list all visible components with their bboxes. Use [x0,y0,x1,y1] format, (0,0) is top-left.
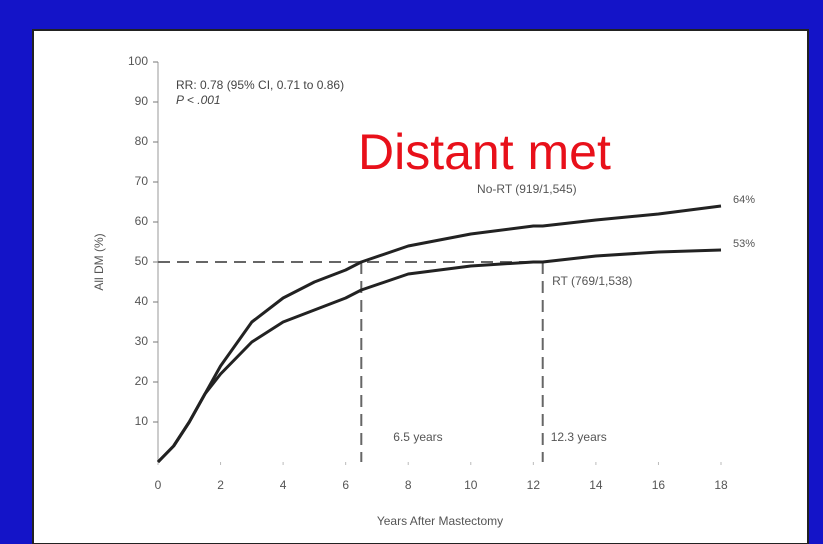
y-tick-label: 90 [135,94,149,108]
x-tick-label: 14 [589,478,603,492]
x-tick-label: 8 [405,478,412,492]
x-tick-label: 18 [714,478,728,492]
slide-annotation: Distant met [358,124,611,180]
y-axis-label: All DM (%) [92,233,106,290]
chart-panel [32,29,809,544]
x-tick-label: 6 [342,478,349,492]
y-tick-label: 70 [135,174,149,188]
x-tick-label: 4 [280,478,287,492]
x-tick-label: 10 [464,478,478,492]
y-tick-label: 100 [128,54,148,68]
series-label: No-RT (919/1,545) [477,182,577,196]
data-line [156,248,722,464]
x-tick-label: 12 [527,478,541,492]
x-tick-label: 0 [155,478,162,492]
value-label: 53% [733,238,755,250]
x-axis-label: Years After Mastectomy [377,514,503,528]
reference-label: 6.5 years [393,430,442,444]
y-tick-label: 60 [135,214,149,228]
stats-text: P < .001 [176,93,221,107]
y-tick-label: 30 [135,334,149,348]
value-label: 64% [733,194,755,206]
x-tick-label: 2 [217,478,224,492]
y-tick-label: 80 [135,134,149,148]
y-tick-label: 50 [135,254,149,268]
y-tick-label: 10 [135,414,149,428]
stats-text: RR: 0.78 (95% CI, 0.71 to 0.86) [176,78,344,92]
y-tick-label: 40 [135,294,149,308]
series-label: RT (769/1,538) [552,274,632,288]
reference-label: 12.3 years [551,430,607,444]
x-tick-label: 16 [652,478,666,492]
y-tick-label: 20 [135,374,149,388]
